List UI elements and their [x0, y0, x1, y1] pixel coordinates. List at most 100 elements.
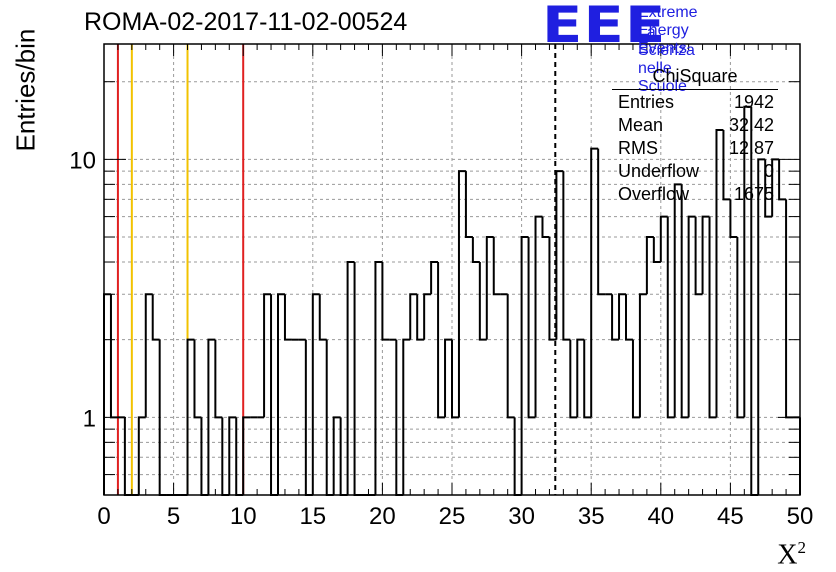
- logo-line-2: La Scienza nelle Scuole: [638, 24, 695, 95]
- histogram-bin: [478, 262, 487, 341]
- histogram-bin: [715, 128, 724, 418]
- y-axis-label: Entries/bin: [10, 28, 41, 152]
- histogram-bin: [492, 237, 501, 296]
- histogram-bin: [103, 293, 111, 495]
- histogram-bin: [555, 170, 564, 340]
- histogram-bin: [729, 199, 738, 239]
- chart-title: ROMA-02-2017-11-02-00524: [84, 8, 408, 36]
- x-tick-label: 20: [369, 503, 396, 530]
- histogram-bin: [757, 158, 766, 495]
- histogram-bin: [652, 237, 661, 264]
- vertical-markers: [116, 44, 557, 495]
- histogram-bin: [541, 216, 550, 239]
- histogram-bin: [506, 294, 515, 419]
- histogram-bin: [576, 338, 585, 418]
- histogram-bin: [151, 294, 160, 341]
- histogram-bin: [430, 261, 439, 295]
- x-axis-label: X2: [777, 538, 806, 571]
- histogram-bin: [583, 339, 592, 419]
- histogram-bin: [186, 338, 195, 495]
- x-tick-label: 10: [230, 503, 257, 530]
- histogram-bin: [311, 293, 320, 495]
- histogram-bin: [666, 216, 675, 419]
- x-tick-label: 40: [647, 503, 674, 530]
- histogram-bin: [597, 148, 606, 296]
- histogram-bin: [520, 236, 529, 495]
- histogram-bin: [680, 184, 689, 419]
- histogram-bin: [771, 158, 780, 217]
- histogram-bin: [659, 215, 668, 263]
- histogram-bin: [618, 293, 626, 340]
- histogram-bin: [464, 171, 473, 239]
- histogram-bin: [381, 262, 390, 341]
- histogram-bin: [708, 216, 717, 419]
- histogram-bin: [638, 293, 647, 418]
- histogram-bin: [416, 294, 425, 341]
- histogram-bin: [193, 339, 202, 419]
- x-tick-label: 15: [299, 503, 326, 530]
- histogram-bin: [527, 237, 536, 419]
- stats-value: 0: [763, 161, 774, 181]
- y-tick-label: 10: [69, 147, 96, 174]
- x-tick-label: 50: [787, 503, 814, 530]
- x-tick-label: 5: [167, 503, 180, 530]
- y-tick-label: 1: [83, 405, 96, 432]
- stats-label: Entries: [618, 92, 675, 112]
- stats-label: Mean: [618, 115, 664, 135]
- x-tick-label: 30: [508, 503, 535, 530]
- histogram-bin: [207, 338, 216, 495]
- x-tick-label: 25: [439, 503, 466, 530]
- histogram-bin: [534, 215, 543, 418]
- stats-value: 1942: [733, 92, 774, 112]
- histogram-bin: [764, 159, 773, 218]
- histogram-bin: [778, 159, 787, 201]
- stats-row-overflow: Overflow 1675: [618, 184, 774, 206]
- histogram-bin: [423, 293, 432, 340]
- histogram-bin: [332, 416, 341, 495]
- histogram-bin: [625, 294, 633, 341]
- histogram-bin: [437, 262, 446, 419]
- x-axis-label-base: X: [777, 539, 798, 571]
- histogram-bin: [562, 171, 571, 341]
- histogram-bin: [283, 294, 292, 341]
- histogram-bin: [485, 236, 494, 340]
- axes: 0 5 10 15 20 25 30 35 40 45 50 1 10: [69, 43, 814, 530]
- histogram-bin: [409, 293, 418, 340]
- histogram-bin: [722, 129, 731, 201]
- stats-row-underflow: Underflow 0: [618, 161, 774, 183]
- histogram-bin: [457, 170, 466, 418]
- histogram-bin: [694, 216, 703, 296]
- histogram-bin: [353, 262, 362, 496]
- histogram-bin: [736, 237, 745, 419]
- histogram-bin: [451, 339, 459, 419]
- x-tick-label: 45: [717, 503, 744, 530]
- histogram-bin: [242, 416, 251, 495]
- histogram-bin: [673, 183, 682, 418]
- histogram-bin: [590, 147, 599, 418]
- logo-mark: EEE: [542, 0, 667, 54]
- histogram-bin: [228, 416, 237, 495]
- histogram-bin: [374, 261, 383, 495]
- histogram-bin: [144, 293, 153, 418]
- histogram-bin: [346, 261, 355, 495]
- stats-row-entries: Entries 1942: [618, 92, 774, 114]
- histogram-bin: [214, 339, 223, 419]
- stats-value: 12.87: [728, 138, 774, 158]
- histogram-bin: [785, 199, 794, 419]
- stats-value: 32.42: [728, 115, 774, 135]
- histogram-bin: [277, 293, 285, 495]
- stats-label: RMS: [618, 138, 658, 158]
- histogram-bin: [270, 294, 278, 496]
- stats-row-mean: Mean 32.42: [618, 115, 774, 137]
- x-tick-label: 0: [97, 503, 110, 530]
- stats-row-rms: RMS 12.87: [618, 138, 774, 160]
- logo-line-1: Extreme Energy Events: [638, 4, 698, 57]
- stats-box: ChiSquare Entries 1942 Mean 32.42 RMS 12…: [612, 66, 778, 204]
- stats-label: Underflow: [618, 161, 700, 181]
- histogram-bin: [631, 339, 640, 419]
- histogram-bin: [548, 237, 557, 341]
- histogram-bin: [263, 293, 272, 418]
- histogram-bin: [471, 237, 480, 264]
- stats-label: Overflow: [618, 184, 690, 204]
